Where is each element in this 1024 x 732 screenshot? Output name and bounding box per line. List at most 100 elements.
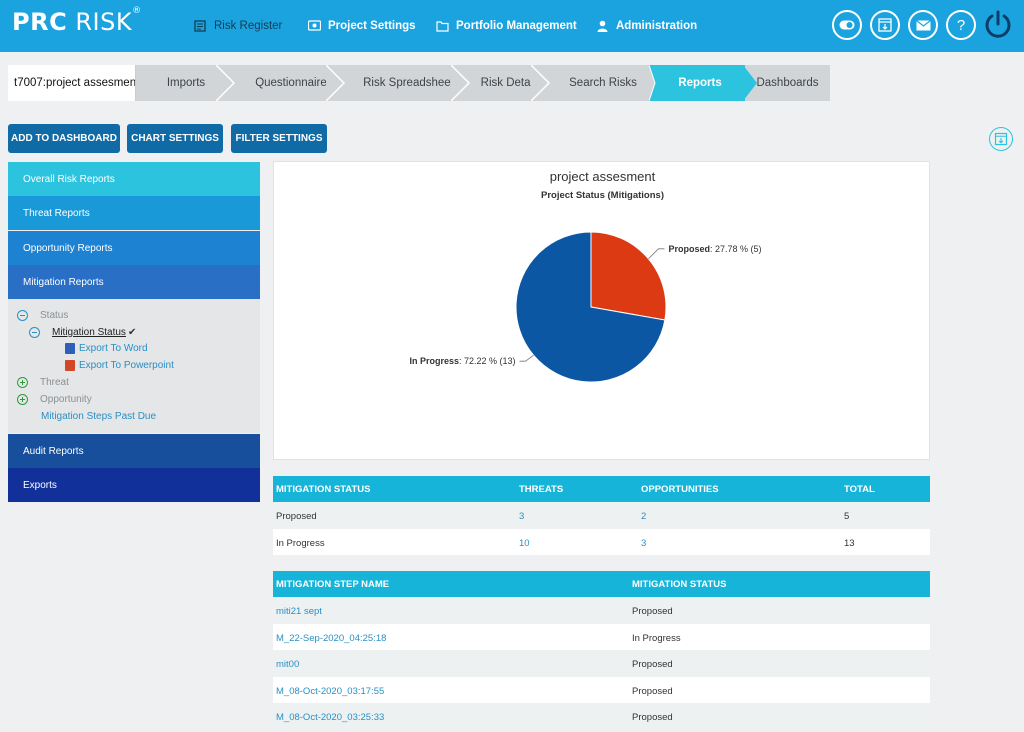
column-header: MITIGATION STEP NAME bbox=[276, 579, 390, 590]
pie-slice-proposed[interactable] bbox=[590, 231, 667, 321]
pie-data-label: Proposed: 27.78 % (5) bbox=[668, 244, 761, 254]
step-dashboards[interactable]: Dashboards bbox=[745, 65, 830, 101]
tree-threat[interactable]: Threat bbox=[17, 377, 69, 388]
opportunities-count-link[interactable]: 3 bbox=[641, 537, 647, 549]
mitigation-status-table: MITIGATION STATUS THREATS OPPORTUNITIES … bbox=[273, 476, 930, 555]
project-name[interactable]: t7007:project assesmen bbox=[8, 65, 136, 101]
collapse-icon[interactable] bbox=[17, 310, 28, 321]
total-cell: 5 bbox=[844, 511, 850, 522]
powerpoint-icon bbox=[65, 360, 75, 371]
chevron-separator bbox=[531, 65, 551, 101]
checkmark-icon: ✔ bbox=[127, 327, 137, 338]
column-header: MITIGATION STATUS bbox=[276, 484, 371, 495]
label-leader-line bbox=[519, 354, 534, 362]
status-cell: Proposed bbox=[276, 511, 317, 522]
nav-portfolio-management[interactable]: Portfolio Management bbox=[436, 0, 577, 52]
tree-label: Export To Powerpoint bbox=[79, 360, 174, 371]
workflow-breadcrumb: t7007:project assesmen Imports Questionn… bbox=[8, 65, 830, 101]
table-row: mit00 Proposed bbox=[273, 650, 930, 677]
total-cell: 13 bbox=[844, 537, 855, 549]
save-icon[interactable] bbox=[989, 127, 1013, 151]
threats-count-link[interactable]: 10 bbox=[519, 537, 530, 549]
mail-button[interactable] bbox=[908, 10, 938, 40]
tree-label: Export To Word bbox=[79, 343, 148, 354]
settings-icon bbox=[308, 20, 321, 31]
chart-subtitle: Project Status (Mitigations) bbox=[541, 190, 664, 201]
step-search-risks[interactable]: Search Risks bbox=[551, 65, 655, 101]
chevron-separator bbox=[649, 65, 659, 101]
mitigation-report-tree: Status Mitigation Status ✔ Export To Wor… bbox=[8, 299, 260, 433]
step-status-cell: Proposed bbox=[632, 685, 673, 697]
step-name-link[interactable]: M_08-Oct-2020_03:25:33 bbox=[276, 712, 385, 723]
step-name-link[interactable]: mit00 bbox=[276, 659, 300, 670]
pie-data-label: In Progress: 72.22 % (13) bbox=[409, 356, 515, 366]
step-status-cell: Proposed bbox=[632, 659, 673, 670]
step-reports[interactable]: Reports bbox=[655, 65, 745, 101]
step-status-cell: Proposed bbox=[632, 712, 673, 723]
status-cell: In Progress bbox=[276, 537, 325, 549]
tree-status[interactable]: Status bbox=[17, 310, 68, 321]
table-row: In Progress 10 3 13 bbox=[273, 528, 930, 555]
table-row: Proposed 3 2 5 bbox=[273, 502, 930, 529]
user-icon bbox=[597, 20, 608, 32]
step-name-link[interactable]: M_08-Oct-2020_03:17:55 bbox=[276, 685, 385, 697]
column-header: TOTAL bbox=[844, 484, 875, 495]
tree-mitigation-status[interactable]: Mitigation Status ✔ bbox=[29, 327, 136, 338]
pie-slice-in-progress[interactable] bbox=[515, 231, 666, 383]
menu-overall-risk-reports[interactable]: Overall Risk Reports bbox=[8, 162, 260, 196]
filter-settings-button[interactable]: FILTER SETTINGS bbox=[231, 124, 327, 153]
register-icon bbox=[194, 20, 206, 32]
chevron-separator bbox=[743, 65, 757, 101]
nav-label: Project Settings bbox=[328, 20, 416, 32]
power-icon[interactable] bbox=[983, 9, 1013, 39]
label-leader-line bbox=[648, 248, 665, 260]
step-status-cell: In Progress bbox=[632, 632, 681, 644]
nav-label: Administration bbox=[616, 20, 698, 32]
column-header: MITIGATION STATUS bbox=[632, 579, 727, 590]
menu-opportunity-reports[interactable]: Opportunity Reports bbox=[8, 231, 260, 265]
mitigation-steps-past-due-link[interactable]: Mitigation Steps Past Due bbox=[41, 411, 157, 422]
step-risk-spreadsheet[interactable]: Risk Spreadsheet bbox=[346, 65, 471, 101]
expand-icon[interactable] bbox=[17, 394, 28, 405]
menu-threat-reports[interactable]: Threat Reports bbox=[8, 196, 260, 230]
download-icon bbox=[878, 18, 892, 32]
export-to-powerpoint-link[interactable]: Export To Powerpoint bbox=[65, 360, 174, 371]
toggle-button[interactable] bbox=[832, 10, 862, 40]
table-header: MITIGATION STEP NAME MITIGATION STATUS bbox=[273, 571, 930, 597]
table-row: M_08-Oct-2020_03:25:33 Proposed bbox=[273, 703, 930, 730]
threats-count-link[interactable]: 3 bbox=[519, 511, 525, 522]
step-name-link[interactable]: M_22-Sep-2020_04:25:18 bbox=[276, 632, 387, 644]
nav-project-settings[interactable]: Project Settings bbox=[308, 0, 416, 52]
table-row: miti21 sept Proposed bbox=[273, 597, 930, 624]
nav-risk-register[interactable]: Risk Register bbox=[194, 0, 282, 52]
tree-label: Mitigation Status bbox=[52, 327, 126, 338]
download-button[interactable] bbox=[870, 10, 900, 40]
tree-label: Opportunity bbox=[40, 394, 92, 405]
tree-opportunity[interactable]: Opportunity bbox=[17, 394, 92, 405]
add-to-dashboard-button[interactable]: ADD TO DASHBOARD bbox=[8, 124, 120, 153]
collapse-icon[interactable] bbox=[29, 327, 40, 338]
word-icon bbox=[65, 343, 75, 354]
chevron-separator bbox=[451, 65, 471, 101]
chart-panel: project assesment Project Status (Mitiga… bbox=[273, 161, 930, 460]
step-name-link[interactable]: miti21 sept bbox=[276, 606, 322, 617]
menu-exports[interactable]: Exports bbox=[8, 468, 260, 502]
opportunities-count-link[interactable]: 2 bbox=[641, 511, 647, 522]
export-to-word-link[interactable]: Export To Word bbox=[65, 343, 148, 354]
folder-icon bbox=[436, 21, 449, 32]
chevron-separator bbox=[326, 65, 346, 101]
table-header: MITIGATION STATUS THREATS OPPORTUNITIES … bbox=[273, 476, 930, 502]
chart-settings-button[interactable]: CHART SETTINGS bbox=[127, 124, 223, 153]
help-button[interactable]: ? bbox=[946, 10, 976, 40]
expand-icon[interactable] bbox=[17, 377, 28, 388]
prc-risk-logo[interactable]: PRC RISK® bbox=[12, 6, 142, 36]
pie-chart: Proposed: 27.78 % (5) In Progress: 72.22 … bbox=[409, 231, 762, 383]
menu-mitigation-reports[interactable]: Mitigation Reports bbox=[8, 265, 260, 299]
column-header: OPPORTUNITIES bbox=[641, 484, 719, 495]
help-icon: ? bbox=[956, 16, 966, 34]
nav-administration[interactable]: Administration bbox=[596, 0, 697, 52]
table-row: M_22-Sep-2020_04:25:18 In Progress bbox=[273, 623, 930, 650]
nav-label: Risk Register bbox=[214, 20, 283, 32]
top-header: PRC RISK® Risk Register Project Settings… bbox=[0, 0, 1024, 52]
menu-audit-reports[interactable]: Audit Reports bbox=[8, 434, 260, 468]
